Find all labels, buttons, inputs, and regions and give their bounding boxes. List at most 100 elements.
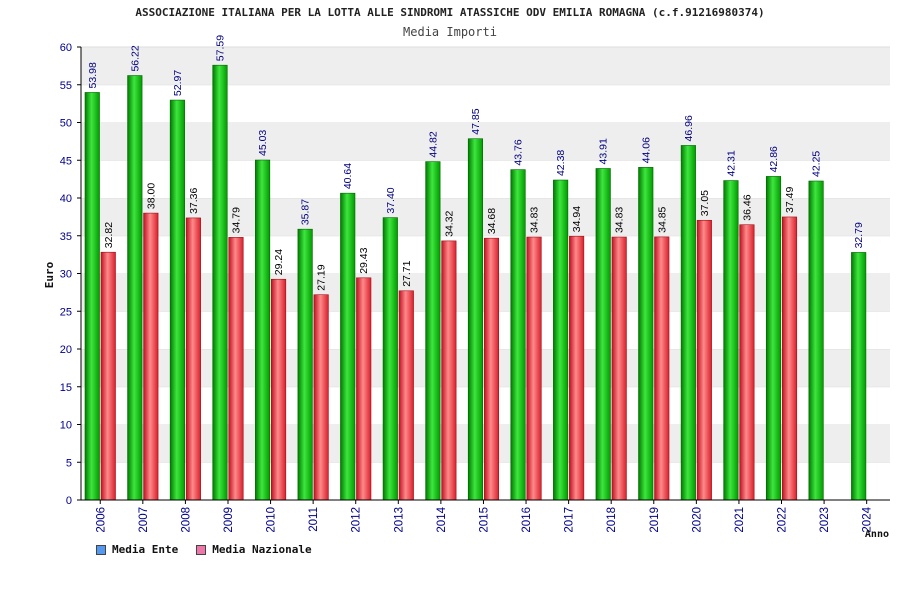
bar-media-ente	[382, 217, 398, 501]
y-tick-label: 40	[60, 193, 72, 205]
x-tick-label: 2007	[138, 507, 150, 533]
data-label: 37.05	[699, 190, 711, 216]
bar-media-ente	[723, 180, 739, 501]
bar-media-ente	[510, 169, 526, 501]
bar-media-nazionale	[569, 235, 585, 501]
bar-media-nazionale	[185, 217, 201, 501]
data-label: 32.82	[103, 222, 115, 248]
data-label: 27.71	[401, 260, 413, 286]
y-axis-label: Euro	[43, 261, 56, 288]
bar-media-nazionale	[228, 237, 244, 501]
data-label: 44.06	[640, 137, 652, 163]
y-tick-label: 60	[60, 42, 72, 54]
bar-media-nazionale	[313, 294, 329, 501]
bar-media-ente	[169, 99, 185, 501]
chart-title: ASSOCIAZIONE ITALIANA PER LA LOTTA ALLE …	[135, 6, 765, 19]
bar-media-nazionale	[356, 277, 372, 501]
x-tick-label: 2009	[223, 507, 235, 533]
axes: 0 5 10 15 20 25 30 35 40 45 50 55 60 2006 2007 2008 2009…	[60, 42, 890, 533]
data-label: 34.83	[614, 207, 626, 233]
bar-media-nazionale	[654, 236, 670, 501]
bar-media-nazionale	[483, 237, 500, 501]
bar-media-nazionale	[526, 236, 542, 501]
x-tick-label: 2012	[351, 507, 363, 533]
data-label: 43.76	[513, 139, 525, 165]
grid-band	[81, 47, 890, 85]
y-tick-label: 20	[60, 344, 72, 356]
data-labels: 53.98 32.82 56.22 38.00 52.97 37.36 57.59 34.79…	[87, 35, 865, 291]
bar-media-ente	[638, 167, 654, 501]
x-tick-label: 2014	[436, 506, 448, 532]
x-tick-label: 2013	[393, 507, 405, 533]
data-label: 38.00	[145, 183, 157, 209]
data-label: 37.40	[385, 187, 397, 213]
y-tick-label: 45	[60, 155, 72, 167]
data-label: 42.86	[768, 146, 780, 172]
data-label: 29.43	[358, 247, 370, 273]
legend: Media Ente Media Nazionale	[96, 543, 312, 556]
x-tick-label: 2024	[862, 506, 874, 532]
x-tick-label: 2019	[649, 507, 661, 533]
bar-media-nazionale	[696, 219, 712, 501]
x-tick-label: 2020	[691, 507, 703, 533]
legend-swatch-ente	[96, 544, 106, 555]
data-label: 40.64	[342, 163, 354, 189]
y-tick-label: 30	[60, 269, 72, 281]
x-tick-label: 2023	[819, 507, 831, 533]
x-tick-label: 2008	[180, 507, 192, 533]
bar-media-nazionale	[398, 290, 414, 501]
bar-media-nazionale	[441, 240, 457, 501]
y-tick-label: 0	[66, 495, 72, 507]
x-tick-label: 2022	[777, 507, 789, 533]
data-label: 34.85	[656, 206, 668, 232]
x-tick-label: 2010	[266, 507, 278, 533]
legend-swatch-nazionale	[196, 544, 207, 555]
data-label: 35.87	[300, 199, 312, 225]
bar-media-ente	[297, 228, 313, 501]
data-label: 34.83	[529, 207, 541, 233]
data-label: 34.68	[486, 208, 498, 234]
bar-media-ente	[340, 192, 356, 501]
y-tick-label: 15	[60, 382, 72, 394]
legend-label-ente: Media Ente	[112, 543, 179, 556]
data-label: 32.79	[853, 222, 865, 248]
data-label: 34.79	[230, 207, 242, 233]
grid-band	[81, 84, 890, 123]
data-label: 45.03	[257, 130, 269, 156]
x-tick-label: 2015	[478, 507, 490, 533]
data-label: 27.19	[316, 264, 328, 290]
data-label: 57.59	[214, 35, 226, 61]
y-tick-label: 5	[66, 457, 72, 469]
data-label: 47.85	[470, 108, 482, 134]
bar-media-ente	[553, 179, 569, 501]
bar-media-nazionale	[271, 278, 287, 501]
y-tick-label: 10	[60, 420, 72, 432]
y-tick-label: 50	[60, 118, 72, 130]
bar-media-nazionale	[611, 236, 627, 501]
bar-media-ente	[84, 92, 100, 501]
data-label: 34.94	[571, 206, 583, 232]
data-label: 56.22	[129, 45, 141, 71]
bar-media-ente	[425, 161, 441, 501]
data-label: 43.91	[598, 138, 610, 164]
bar-media-nazionale	[739, 224, 755, 501]
data-label: 42.31	[725, 150, 737, 176]
legend-label-nazionale: Media Nazionale	[212, 543, 312, 556]
bar-media-ente	[851, 252, 867, 501]
chart-subtitle: Media Importi	[403, 25, 497, 39]
x-tick-label: 2021	[734, 507, 746, 533]
data-label: 37.49	[784, 187, 796, 213]
x-axis-label: Anno	[865, 529, 889, 540]
data-label: 34.32	[443, 210, 455, 236]
y-tick-label: 25	[60, 306, 72, 318]
x-tick-label: 2006	[95, 507, 107, 533]
bar-media-nazionale	[781, 216, 798, 501]
bar-media-ente	[467, 138, 484, 501]
bar-media-nazionale	[143, 212, 159, 501]
data-label: 42.38	[555, 150, 567, 176]
bar-media-ente	[680, 145, 696, 501]
data-label: 53.98	[87, 62, 99, 88]
bar-media-ente	[765, 176, 782, 501]
legend-item-ente: Media Ente	[96, 543, 178, 556]
x-tick-label: 2011	[308, 507, 320, 532]
